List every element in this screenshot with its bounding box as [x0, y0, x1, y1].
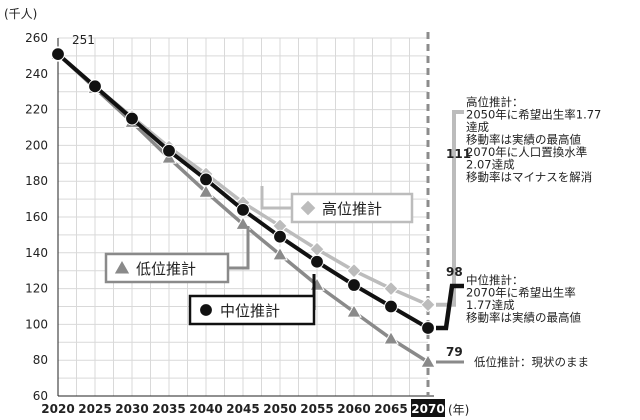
x-tick-label: 2065 — [374, 402, 407, 416]
y-tick-label: 100 — [25, 317, 48, 331]
note-line: 移動率は実績の最高値 — [466, 133, 581, 147]
note-line: 2070年に希望出生率 — [466, 286, 576, 300]
data-point-low — [198, 183, 214, 198]
data-point-mid — [384, 299, 398, 314]
start-value-label: 251 — [72, 33, 95, 47]
note-line: 1.77達成 — [466, 298, 515, 312]
data-point-high — [346, 262, 362, 279]
legend-mid: 中位推計 — [188, 274, 316, 326]
note-connector-high — [436, 110, 464, 307]
legend-connector-low — [228, 226, 250, 270]
data-point-mid — [199, 172, 213, 187]
x-tick-highlight-box — [411, 399, 445, 417]
data-point-high — [383, 280, 399, 297]
note-line: 2050年に希望出生率1.77 — [466, 108, 601, 122]
data-point-mid — [273, 229, 287, 244]
y-tick-label: 200 — [25, 138, 48, 152]
data-point-mid — [421, 321, 435, 335]
legend-high: 高位推計 — [260, 186, 414, 224]
legend-connector-high — [260, 186, 292, 210]
legend-marker-low — [113, 258, 131, 275]
x-tick-label: 2050 — [263, 402, 296, 416]
data-point-high — [420, 297, 436, 313]
series-low — [50, 46, 436, 368]
y-tick-label: 180 — [25, 174, 48, 188]
series-mid — [51, 47, 435, 335]
legend-label-low: 低位推計 — [136, 260, 196, 278]
x-tick-label: 2020 — [41, 402, 74, 416]
series-layer: 251 — [50, 33, 436, 368]
note-layer: 111高位推計：2050年に希望出生率1.77達成移動率は実績の最高値2070年… — [436, 95, 601, 369]
y-tick-label: 240 — [25, 67, 48, 81]
data-point-low — [383, 330, 399, 345]
x-tick-label: 2070 — [411, 402, 444, 416]
y-tick-label: 220 — [25, 103, 48, 117]
note-line: 2.07達成 — [466, 158, 515, 172]
x-unit-label: (年) — [448, 403, 469, 417]
data-point-mid — [236, 202, 250, 217]
x-tick-label: 2045 — [226, 402, 259, 416]
x-tick-label: 2035 — [152, 402, 185, 416]
y-tick-label: 60 — [33, 389, 48, 403]
x-tick-label: 2030 — [115, 402, 148, 416]
y-axis-ticks: 60 80 100 120 140 160 180 200 220 240 260 — [25, 31, 48, 403]
x-tick-label: 2040 — [189, 402, 222, 416]
y-tick-label: 120 — [25, 282, 48, 296]
legend-label-mid: 中位推計 — [220, 302, 280, 320]
end-value-label-high: 111 — [446, 147, 471, 161]
data-point-mid — [88, 79, 102, 94]
end-value-label-mid: 98 — [446, 265, 463, 279]
note-low: 79 低位推計：現状のまま — [436, 345, 589, 369]
y-tick-label: 160 — [25, 210, 48, 224]
data-point-low — [420, 353, 436, 368]
y-tick-label: 140 — [25, 246, 48, 260]
note-line: 2070年に人口置換水準 — [466, 145, 587, 159]
data-point-mid — [51, 47, 65, 62]
data-point-mid — [162, 143, 176, 158]
data-point-low — [272, 246, 288, 261]
data-point-mid — [347, 278, 361, 292]
note-connector-mid — [436, 283, 464, 331]
note-line: 達成 — [466, 120, 489, 134]
note-line: 低位推計：現状のまま — [474, 355, 589, 369]
note-line: 中位推計： — [466, 273, 524, 287]
data-point-low — [346, 303, 362, 318]
legend-marker-mid — [199, 303, 213, 317]
note-line: 移動率はマイナスを解消 — [466, 170, 592, 184]
end-value-label-low: 79 — [446, 345, 463, 359]
data-point-mid — [125, 111, 139, 126]
data-point-mid — [310, 254, 324, 269]
note-high: 111高位推計：2050年に希望出生率1.77達成移動率は実績の最高値2070年… — [436, 95, 601, 307]
y-tick-label: 80 — [33, 353, 48, 367]
legend-low: 低位推計 — [104, 226, 250, 284]
y-unit-label: (千人) — [4, 7, 37, 21]
grid — [57, 32, 434, 397]
legend-marker-high — [299, 199, 317, 217]
note-line: 高位推計： — [466, 95, 524, 109]
x-axis-ticks: 2020 2025 2030 2035 2040 2045 2050 2055 2060 2065… — [41, 399, 445, 417]
note-line: 移動率は実績の最高値 — [466, 311, 581, 325]
x-tick-label: 2055 — [300, 402, 333, 416]
legend-label-high: 高位推計 — [322, 200, 382, 218]
x-tick-label: 2025 — [78, 402, 111, 416]
x-tick-label: 2060 — [337, 402, 370, 416]
y-tick-label: 260 — [25, 31, 48, 45]
